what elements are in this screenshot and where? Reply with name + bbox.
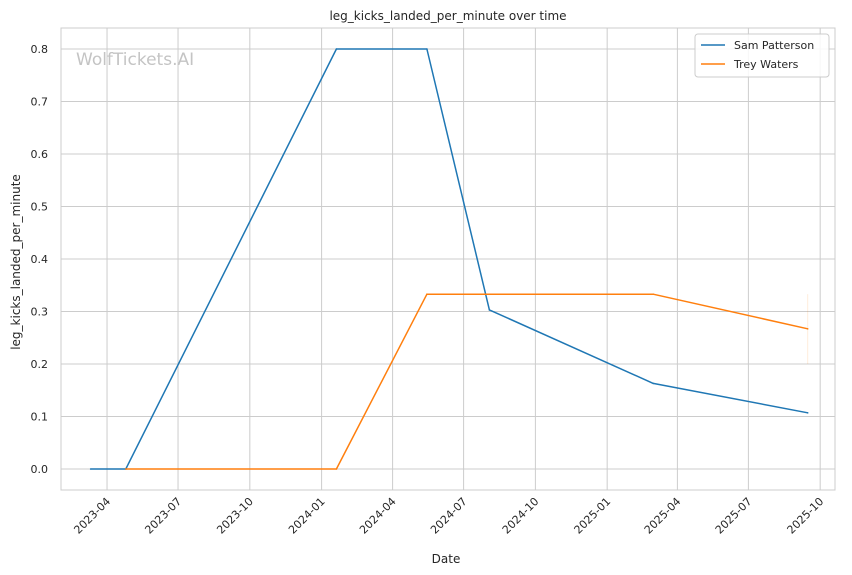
data-point-sam-patterson <box>806 412 809 414</box>
y-tick-label: 0.7 <box>31 96 49 109</box>
legend-label-trey-waters: Trey Waters <box>733 58 799 71</box>
y-tick-label: 0.8 <box>31 43 49 56</box>
plot-area-frame <box>60 27 836 491</box>
legend-label-sam-patterson: Sam Patterson <box>734 39 814 52</box>
series-layer <box>89 48 809 470</box>
y-tick-label: 0.0 <box>31 463 49 476</box>
data-point-sam-patterson <box>89 468 92 470</box>
data-point-trey-waters <box>335 468 338 470</box>
y-axis-label: leg_kicks_landed_per_minute <box>9 174 23 350</box>
y-tick-label: 0.4 <box>31 253 49 266</box>
x-axis-label: Date <box>432 552 461 566</box>
data-point-trey-waters <box>426 293 428 295</box>
legend-box <box>694 33 830 78</box>
data-point-sam-patterson <box>426 48 428 50</box>
data-point-trey-waters <box>652 293 655 295</box>
data-point-sam-patterson <box>488 309 491 311</box>
y-tick-label: 0.1 <box>31 411 49 424</box>
y-tick-label: 0.5 <box>31 201 49 214</box>
chart-title: leg_kicks_landed_per_minute over time <box>329 9 566 23</box>
data-point-trey-waters <box>124 468 127 470</box>
data-point-sam-patterson <box>652 382 655 385</box>
data-point-sam-patterson <box>335 48 338 50</box>
y-tick-label: 0.2 <box>31 358 49 371</box>
data-point-trey-waters <box>806 328 809 330</box>
y-tick-label: 0.6 <box>31 148 49 161</box>
watermark-text: WolfTickets.AI <box>76 50 194 70</box>
y-tick-label: 0.3 <box>31 306 49 319</box>
y-tick-labels: 0.0 0.1 0.2 0.3 0.4 0.5 0.6 0.7 0.8 <box>31 43 49 476</box>
legend: Sam Patterson Trey Waters <box>694 33 830 78</box>
